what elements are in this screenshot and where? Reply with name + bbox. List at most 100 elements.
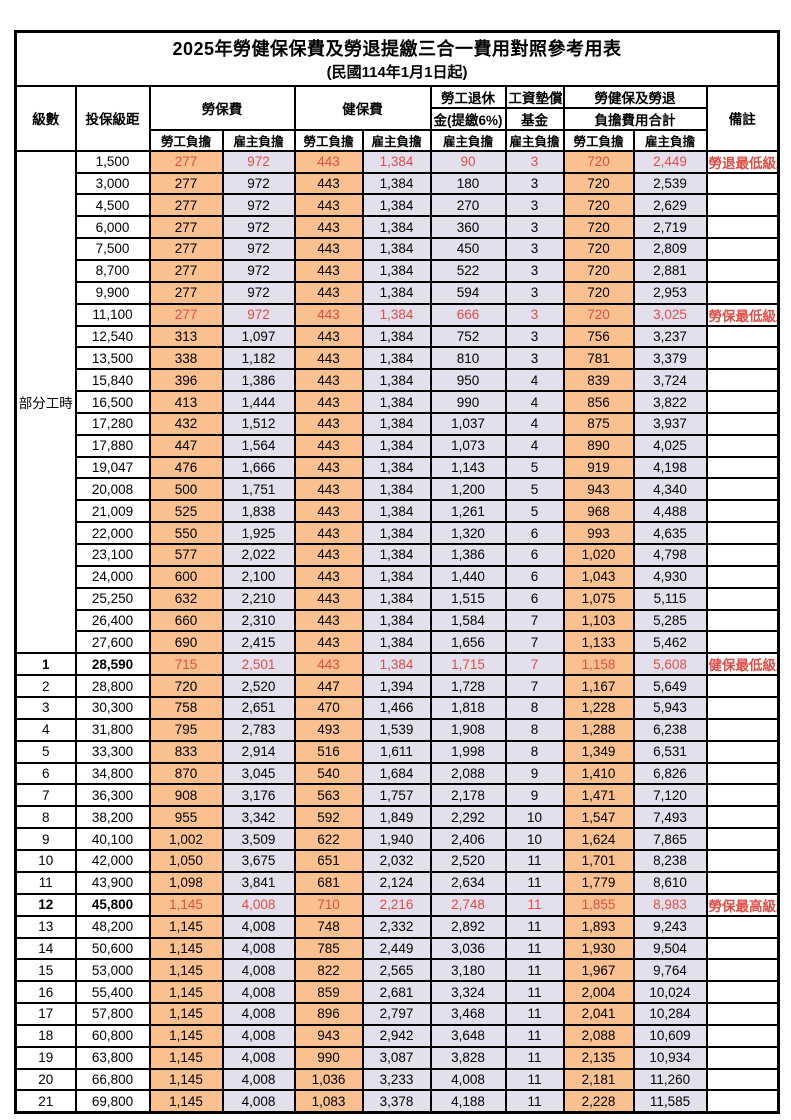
table-row: 26,400 660 2,310 443 1,384 1,584 7 1,103 5,285	[16, 608, 780, 633]
col-header-labor-insurance: 勞保費	[148, 84, 296, 131]
total-employer-cell: 11,585	[632, 1089, 708, 1114]
total-employer-cell: 2,809	[632, 237, 708, 261]
pension-employer-cell: 2,292	[429, 805, 507, 830]
remark-cell: 勞退最低級距	[705, 149, 780, 174]
remark-cell	[705, 499, 780, 524]
labor-employer-cell: 2,100	[221, 564, 296, 589]
remark-cell	[705, 215, 780, 240]
total-employee-cell: 2,181	[562, 1067, 635, 1092]
bracket-cell: 33,300	[74, 739, 151, 764]
health-employee-cell: 651	[293, 848, 364, 873]
pension-employer-cell: 3,468	[429, 1002, 507, 1026]
level-cell: 8	[14, 805, 77, 830]
pension-employer-cell: 4,188	[429, 1089, 507, 1114]
remark-cell	[705, 696, 780, 720]
health-employee-cell: 443	[293, 411, 364, 436]
table-row: 9,900 277 972 443 1,384 594 3 720 2,953	[16, 280, 780, 305]
total-employer-cell: 4,798	[632, 543, 708, 567]
health-employee-cell: 540	[293, 761, 364, 786]
labor-employee-cell: 1,145	[148, 914, 224, 939]
pension-employer-cell: 1,515	[429, 586, 507, 611]
health-employer-cell: 1,384	[361, 302, 432, 327]
health-employee-cell: 443	[293, 258, 364, 283]
table-row: 21 69,800 1,145 4,008 1,083 3,378 4,188 11 2,228…	[14, 1089, 780, 1114]
labor-employee-cell: 660	[148, 608, 224, 633]
health-employer-cell: 1,384	[361, 215, 432, 240]
col-header-pension-line2: 金(提繳6%)	[429, 106, 507, 131]
total-employee-cell: 2,088	[562, 1023, 635, 1048]
labor-employer-cell: 1,751	[221, 477, 296, 502]
table-row: 12 45,800 1,145 4,008 710 2,216 2,748 11 1,855 8,…	[14, 892, 780, 917]
labor-employer-cell: 972	[221, 280, 296, 305]
wage-fund-employer-cell: 3	[504, 237, 565, 261]
wage-fund-employer-cell: 5	[504, 455, 565, 480]
total-employee-cell: 1,228	[562, 696, 635, 720]
subheader-health-employee: 勞工負擔	[293, 128, 364, 152]
total-employee-cell: 1,779	[562, 870, 635, 895]
subheader-total-employer: 雇主負擔	[632, 128, 708, 152]
total-employee-cell: 2,041	[562, 1002, 635, 1026]
labor-employee-cell: 277	[148, 149, 224, 174]
labor-employer-cell: 3,342	[221, 805, 296, 830]
level-cell: 9	[14, 827, 77, 851]
subheader-total-employee: 勞工負擔	[562, 128, 635, 152]
bracket-cell: 60,800	[74, 1023, 151, 1048]
total-employer-cell: 8,238	[632, 848, 708, 873]
total-employee-cell: 720	[562, 237, 635, 261]
labor-employer-cell: 4,008	[221, 936, 296, 961]
labor-employee-cell: 1,098	[148, 870, 224, 895]
labor-employer-cell: 4,008	[221, 914, 296, 939]
wage-fund-employer-cell: 10	[504, 805, 565, 830]
labor-employee-cell: 277	[148, 171, 224, 196]
health-employer-cell: 1,849	[361, 805, 432, 830]
total-employee-cell: 2,004	[562, 980, 635, 1005]
bracket-cell: 63,800	[74, 1045, 151, 1070]
total-employee-cell: 1,167	[562, 674, 635, 699]
labor-employee-cell: 833	[148, 739, 224, 764]
total-employer-cell: 7,865	[632, 827, 708, 851]
health-employee-cell: 710	[293, 892, 364, 917]
labor-employee-cell: 277	[148, 302, 224, 327]
page-title: 2025年勞健保保費及勞退提繳三合一費用對照參考用表	[172, 39, 622, 60]
total-employee-cell: 1,133	[562, 630, 635, 655]
total-employee-cell: 1,930	[562, 936, 635, 961]
remark-cell	[705, 586, 780, 611]
bracket-cell: 34,800	[74, 761, 151, 786]
remark-cell	[705, 346, 780, 371]
total-employer-cell: 9,764	[632, 958, 708, 983]
labor-employer-cell: 2,914	[221, 739, 296, 764]
table-row: 27,600 690 2,415 443 1,384 1,656 7 1,133 5,462	[16, 630, 780, 655]
table-title-row: 2025年勞健保保費及勞退提繳三合一費用對照參考用表 (民國114年1月1日起)	[14, 30, 780, 87]
labor-employee-cell: 1,002	[148, 827, 224, 851]
wage-fund-employer-cell: 6	[504, 564, 565, 589]
labor-employer-cell: 4,008	[221, 892, 296, 917]
table-row: 25,250 632 2,210 443 1,384 1,515 6 1,075 5,115	[16, 586, 780, 611]
level-cell: 13	[14, 914, 77, 939]
level-cell: 4	[14, 717, 77, 742]
total-employer-cell: 2,719	[632, 215, 708, 240]
table-row: 19 63,800 1,145 4,008 990 3,087 3,828 11 2,135 10…	[14, 1045, 780, 1070]
total-employee-cell: 2,135	[562, 1045, 635, 1070]
remark-cell	[705, 761, 780, 786]
table-row: 8,700 277 972 443 1,384 522 3 720 2,881	[16, 258, 780, 283]
health-employer-cell: 1,384	[361, 368, 432, 393]
wage-fund-employer-cell: 8	[504, 739, 565, 764]
table-row: 1 28,590 715 2,501 443 1,384 1,715 7 1,158 5,608 健…	[14, 652, 780, 677]
bracket-cell: 69,800	[74, 1089, 151, 1114]
bracket-cell: 45,800	[74, 892, 151, 917]
labor-employer-cell: 3,675	[221, 848, 296, 873]
labor-employee-cell: 1,145	[148, 1089, 224, 1114]
total-employer-cell: 5,285	[632, 608, 708, 633]
col-header-remark: 備註	[705, 84, 780, 152]
pension-employer-cell: 450	[429, 237, 507, 261]
total-employer-cell: 6,826	[632, 761, 708, 786]
health-employee-cell: 443	[293, 237, 364, 261]
total-employee-cell: 1,701	[562, 848, 635, 873]
health-employee-cell: 443	[293, 499, 364, 524]
health-employee-cell: 443	[293, 346, 364, 371]
pension-employer-cell: 950	[429, 368, 507, 393]
table-row: 7,500 277 972 443 1,384 450 3 720 2,809	[16, 237, 780, 261]
total-employer-cell: 4,488	[632, 499, 708, 524]
labor-employer-cell: 1,925	[221, 521, 296, 545]
health-employer-cell: 2,332	[361, 914, 432, 939]
